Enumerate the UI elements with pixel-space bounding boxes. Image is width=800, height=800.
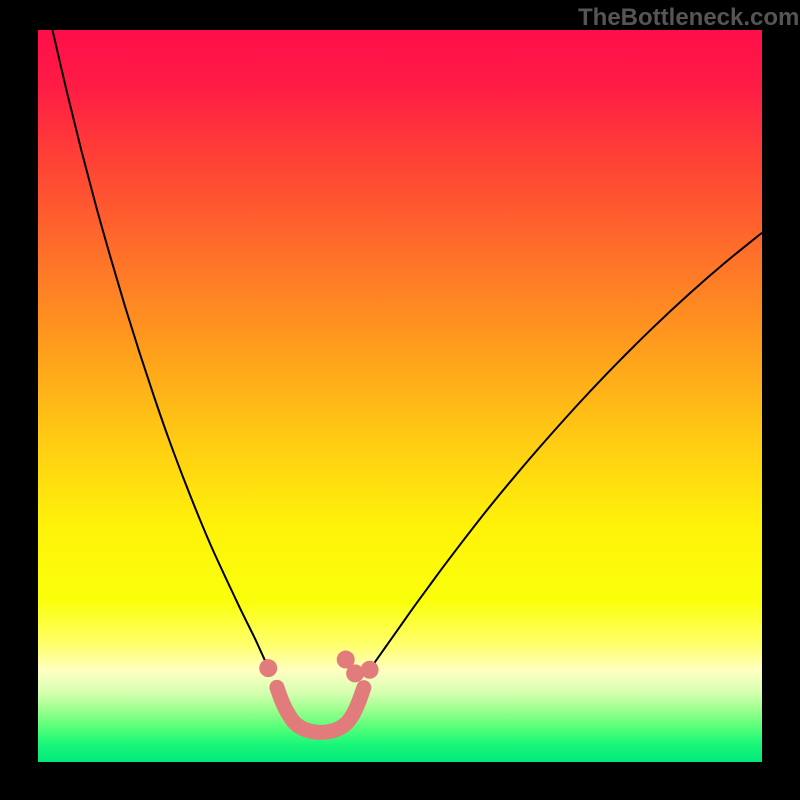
gradient-background — [38, 30, 762, 762]
marker-dot — [259, 659, 277, 677]
plot-area — [38, 30, 762, 762]
chart-svg — [38, 30, 762, 762]
marker-dot — [361, 661, 379, 679]
watermark-text: TheBottleneck.com — [578, 4, 799, 32]
